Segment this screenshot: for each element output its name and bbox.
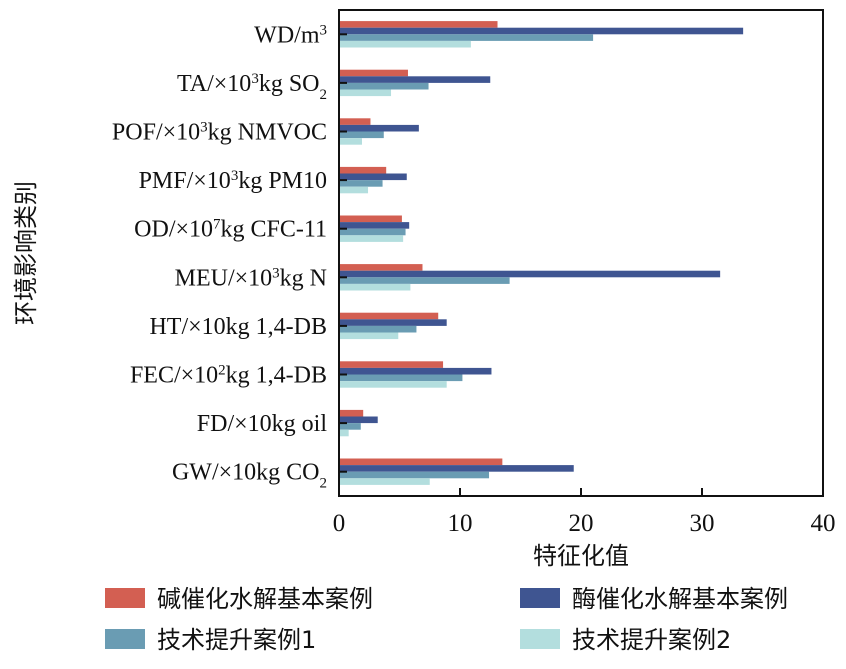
x-tick-label: 20 [569,510,594,537]
y-tick-label: FD/×10kg oil [197,411,328,437]
y-tick-label: PMF/×103kg PM10 [139,168,327,194]
y-tick-label: TA/×103kg SO2 [177,71,327,103]
x-axis-title: 特征化值 [533,542,629,570]
legend-label: 碱催化水解基本案例 [157,585,373,613]
bar [339,319,447,326]
bar [339,361,444,368]
bar [339,166,387,174]
bar [339,124,419,132]
y-tick-label: GW/×10kg CO2 [172,460,327,492]
bar [339,131,384,139]
x-tick-label: 0 [333,510,346,537]
bar [339,222,410,229]
x-tick-label: 40 [811,510,836,537]
y-tick-label: OD/×107kg CFC-11 [134,217,327,243]
bar [339,429,349,437]
legend-swatch [105,629,145,649]
bar [339,367,492,375]
bar [339,270,721,278]
bar [339,471,490,479]
bar [339,21,498,28]
bar [339,69,408,77]
bar [339,374,463,382]
bar [339,40,471,48]
bar [339,138,362,145]
bar [339,325,417,333]
bar [339,34,594,41]
legend-label: 酶催化水解基本案例 [572,585,788,613]
bar [339,82,429,90]
bars-group [339,21,744,485]
y-tick-label: HT/×10kg 1,4-DB [149,314,327,340]
y-axis-title: 环境影响类别 [12,181,40,325]
bar [339,478,430,485]
y-tick-label: POF/×103kg NMVOC [112,120,327,146]
bar [339,264,423,271]
x-tick-label: 30 [690,510,715,537]
bar [339,186,369,194]
y-tick-label: FEC/×102kg 1,4-DB [130,363,327,389]
bar [339,416,378,424]
bar [339,215,402,223]
bar [339,76,491,83]
x-axis: 0 10 20 30 40 [333,488,836,537]
bar [339,235,404,242]
legend-swatch [520,629,560,649]
bar [339,118,371,125]
bar [339,458,503,466]
bar [339,283,411,291]
legend-swatch [520,588,560,608]
bar [339,228,406,236]
bar [339,381,447,388]
y-axis: WD/m3 TA/×103kg SO2 POF/×103kg NMVOC PMF/×1… [112,22,347,492]
bar [339,27,744,35]
bar [339,332,399,340]
bar [339,89,392,97]
y-tick-label: MEU/×103kg N [175,265,327,291]
bar [339,312,439,320]
x-tick-label: 10 [448,510,473,537]
bar [339,277,510,284]
legend-label: 技术提升案例2 [572,626,731,654]
bar [339,423,361,430]
bar [339,409,364,417]
legend-label: 技术提升案例1 [157,626,316,654]
bar [339,180,383,187]
bar [339,465,574,472]
y-tick-label: WD/m3 [254,22,327,48]
legend-swatch [105,588,145,608]
bar [339,173,407,181]
